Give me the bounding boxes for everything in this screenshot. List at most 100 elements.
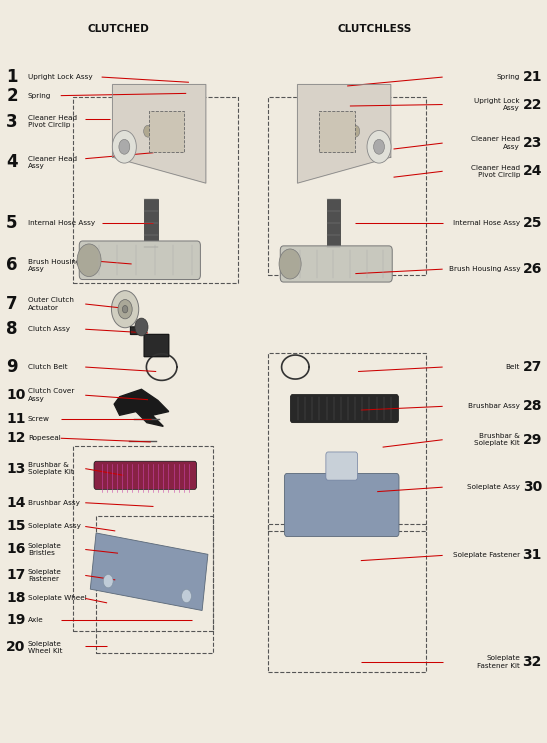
- Text: Cleaner Head
Assy: Cleaner Head Assy: [471, 136, 520, 150]
- Text: 28: 28: [522, 399, 542, 413]
- Bar: [268, 524, 426, 672]
- Bar: [144, 199, 158, 247]
- Text: 8: 8: [6, 320, 18, 338]
- Text: 1: 1: [6, 68, 18, 86]
- Text: 14: 14: [6, 496, 26, 510]
- Text: 6: 6: [6, 256, 18, 274]
- Text: 30: 30: [523, 480, 542, 494]
- Polygon shape: [113, 85, 206, 183]
- Text: 10: 10: [6, 389, 26, 402]
- Text: Cleaner Head
Pivot Circlip: Cleaner Head Pivot Circlip: [471, 164, 520, 178]
- Text: 26: 26: [522, 262, 542, 276]
- FancyBboxPatch shape: [290, 395, 398, 423]
- Text: 3: 3: [6, 113, 18, 131]
- Text: 9: 9: [6, 358, 18, 376]
- Text: Cleaner Head
Pivot Circlip: Cleaner Head Pivot Circlip: [28, 115, 77, 129]
- Text: 11: 11: [6, 412, 26, 426]
- Circle shape: [119, 140, 130, 155]
- Text: Brush Housing Assy: Brush Housing Assy: [449, 266, 520, 272]
- Circle shape: [144, 126, 153, 137]
- Circle shape: [182, 589, 191, 603]
- Text: 18: 18: [6, 591, 26, 606]
- Circle shape: [158, 126, 166, 137]
- Circle shape: [112, 291, 139, 328]
- Text: Spring: Spring: [497, 74, 520, 80]
- Text: CLUTCHED: CLUTCHED: [87, 24, 149, 34]
- Circle shape: [337, 126, 346, 137]
- Text: Axle: Axle: [28, 617, 44, 623]
- Text: Internal Hose Assy: Internal Hose Assy: [28, 220, 95, 226]
- Circle shape: [367, 131, 391, 163]
- Text: 20: 20: [6, 640, 26, 655]
- Text: Upright Lock Assy: Upright Lock Assy: [28, 74, 92, 80]
- Bar: [73, 446, 213, 631]
- Text: Cleaner Head
Assy: Cleaner Head Assy: [28, 155, 77, 169]
- Text: 24: 24: [522, 164, 542, 178]
- Text: 5: 5: [6, 214, 18, 232]
- Bar: [319, 111, 354, 152]
- Circle shape: [118, 299, 132, 319]
- Text: 25: 25: [522, 216, 542, 230]
- Circle shape: [112, 131, 136, 163]
- Text: Soleplate Wheel: Soleplate Wheel: [28, 595, 87, 601]
- Bar: [149, 111, 184, 152]
- Text: Clutch Cover
Assy: Clutch Cover Assy: [28, 389, 74, 402]
- FancyBboxPatch shape: [284, 473, 399, 536]
- Text: Ropeseal: Ropeseal: [28, 435, 61, 441]
- Text: Soleplate
Bristles: Soleplate Bristles: [28, 542, 62, 557]
- Text: 29: 29: [522, 432, 542, 447]
- Text: 12: 12: [6, 431, 26, 445]
- Text: 17: 17: [6, 568, 26, 583]
- Text: 32: 32: [522, 655, 542, 669]
- Polygon shape: [114, 389, 168, 426]
- Text: Brushbar Assy: Brushbar Assy: [468, 403, 520, 409]
- Text: Soleplate
Fastener: Soleplate Fastener: [28, 568, 62, 583]
- Text: 31: 31: [522, 548, 542, 562]
- Bar: [73, 97, 238, 282]
- Bar: [268, 353, 426, 531]
- Text: Outer Clutch
Actuator: Outer Clutch Actuator: [28, 297, 74, 311]
- Circle shape: [77, 244, 101, 276]
- Text: Upright Lock
Assy: Upright Lock Assy: [474, 98, 520, 111]
- Text: 15: 15: [6, 519, 26, 533]
- Text: Clutch Assy: Clutch Assy: [28, 326, 70, 332]
- Text: Soleplate Assy: Soleplate Assy: [28, 524, 81, 530]
- Text: Internal Hose Assy: Internal Hose Assy: [453, 220, 520, 226]
- FancyBboxPatch shape: [79, 241, 200, 279]
- Circle shape: [123, 305, 128, 313]
- Text: Brushbar &
Soleplate Kit: Brushbar & Soleplate Kit: [474, 433, 520, 447]
- Text: 13: 13: [6, 461, 26, 476]
- Text: 4: 4: [6, 153, 18, 172]
- Text: 2: 2: [6, 87, 18, 105]
- Text: 22: 22: [522, 97, 542, 111]
- Text: 21: 21: [522, 70, 542, 84]
- Text: CLUTCHLESS: CLUTCHLESS: [337, 24, 411, 34]
- Text: Screw: Screw: [28, 416, 50, 422]
- Text: 27: 27: [522, 360, 542, 374]
- Text: 16: 16: [6, 542, 26, 557]
- Text: Soleplate Assy: Soleplate Assy: [467, 484, 520, 490]
- Circle shape: [374, 140, 385, 155]
- FancyBboxPatch shape: [94, 461, 196, 490]
- Bar: [268, 97, 426, 275]
- FancyBboxPatch shape: [280, 246, 392, 282]
- Text: 19: 19: [6, 613, 26, 627]
- Text: Soleplate
Wheel Kit: Soleplate Wheel Kit: [28, 640, 62, 654]
- Circle shape: [103, 574, 113, 588]
- Text: Brushbar &
Soleplate Kit: Brushbar & Soleplate Kit: [28, 462, 74, 476]
- FancyBboxPatch shape: [326, 452, 358, 480]
- Bar: [327, 199, 340, 247]
- Text: Soleplate
Fastener Kit: Soleplate Fastener Kit: [477, 655, 520, 669]
- Circle shape: [135, 318, 148, 336]
- Text: Soleplate Fastener: Soleplate Fastener: [453, 552, 520, 559]
- Circle shape: [279, 249, 301, 279]
- Circle shape: [171, 126, 179, 137]
- Text: Spring: Spring: [28, 93, 51, 99]
- Text: Brush Housing
Assy: Brush Housing Assy: [28, 259, 80, 272]
- Polygon shape: [131, 327, 168, 357]
- Text: 7: 7: [6, 295, 18, 313]
- Polygon shape: [90, 533, 208, 611]
- Text: Belt: Belt: [506, 364, 520, 370]
- Bar: [96, 516, 213, 653]
- Text: Clutch Belt: Clutch Belt: [28, 364, 68, 370]
